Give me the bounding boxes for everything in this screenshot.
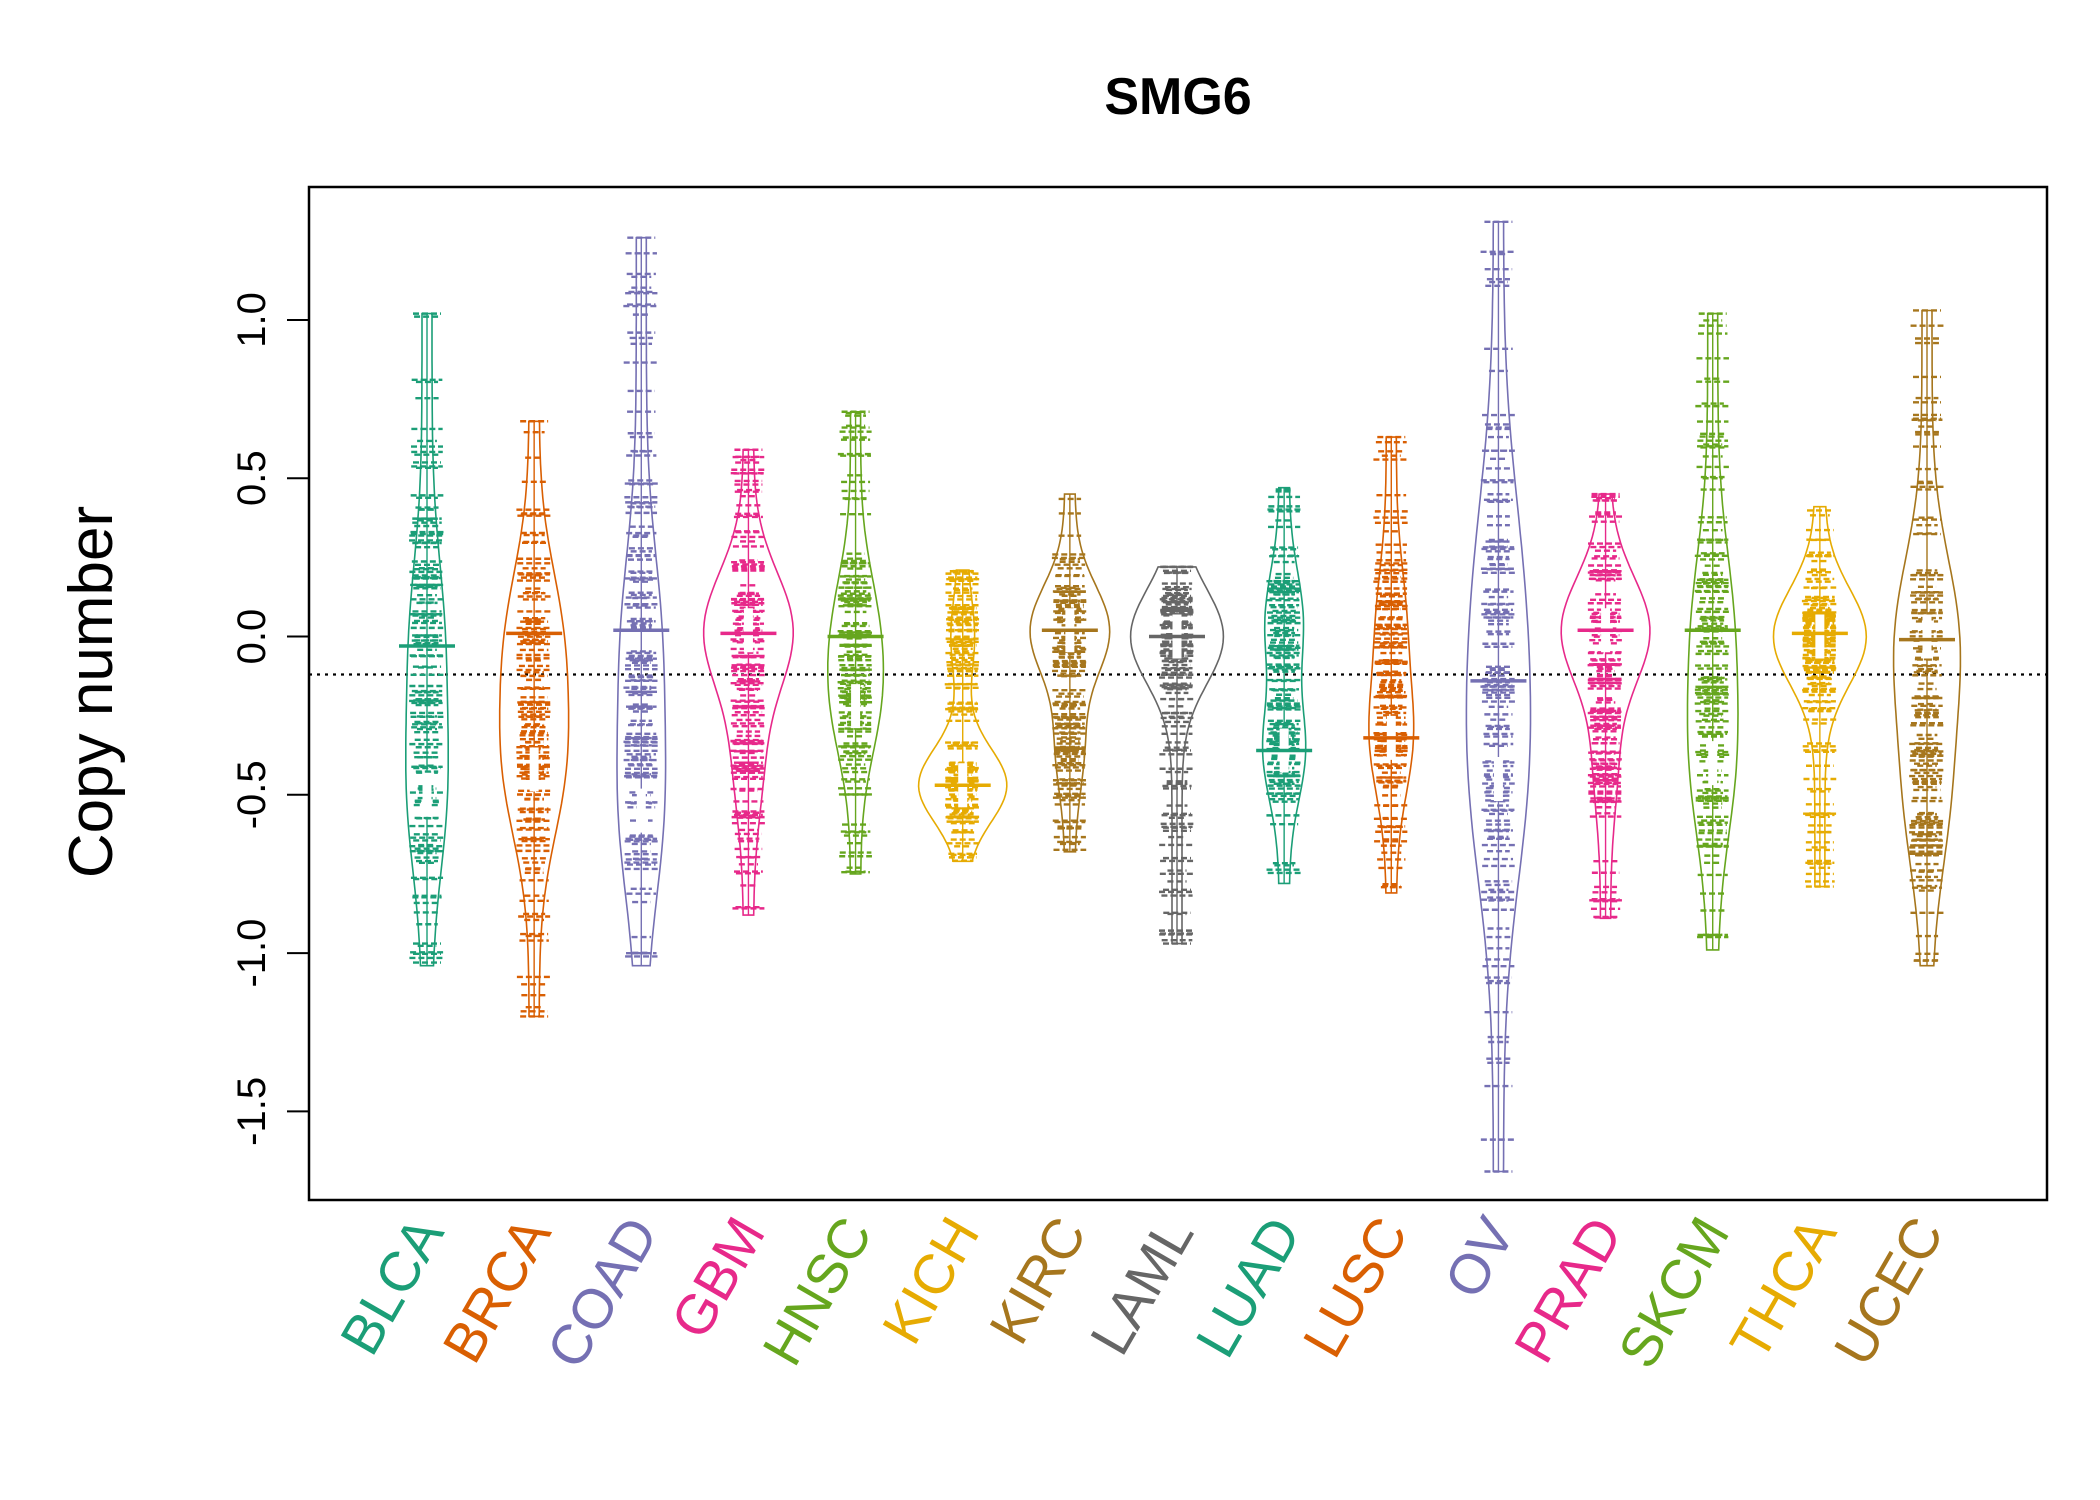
y-tick-label: 1.0 [230,292,274,348]
bean-outline-gbm [702,448,795,916]
x-tick-label-ucec: UCEC [1821,1207,1955,1376]
x-tick-label-kich: KICH [870,1207,991,1354]
bean-outline-kirc [1029,493,1111,853]
bean-outline-brca [498,420,570,1018]
x-tick-label-lusc: LUSC [1290,1207,1419,1368]
y-tick-label: -1.0 [230,919,274,988]
x-tick-label-coad: COAD [534,1207,669,1379]
x-tick-label-hnsc: HNSC [750,1207,884,1376]
y-tick-label: -0.5 [230,760,274,829]
x-tick-label-skcm: SKCM [1606,1207,1741,1379]
y-tick-label: -1.5 [230,1077,274,1146]
bean-outline-skcm [1686,312,1739,951]
x-tick-label-laml: LAML [1078,1207,1206,1365]
y-tick-label: 0.0 [230,609,274,665]
y-axis-label: Copy number [57,506,126,878]
x-tick-label-ov: OV [1432,1206,1527,1308]
x-tick-label-luad: LUAD [1183,1207,1312,1368]
y-tick-label: 0.5 [230,450,274,506]
bean-outline-thca [1772,505,1868,888]
chart-title: SMG6 [1104,68,1251,126]
bean-outline-ov [1465,221,1532,1173]
plot-frame [307,185,2049,1202]
